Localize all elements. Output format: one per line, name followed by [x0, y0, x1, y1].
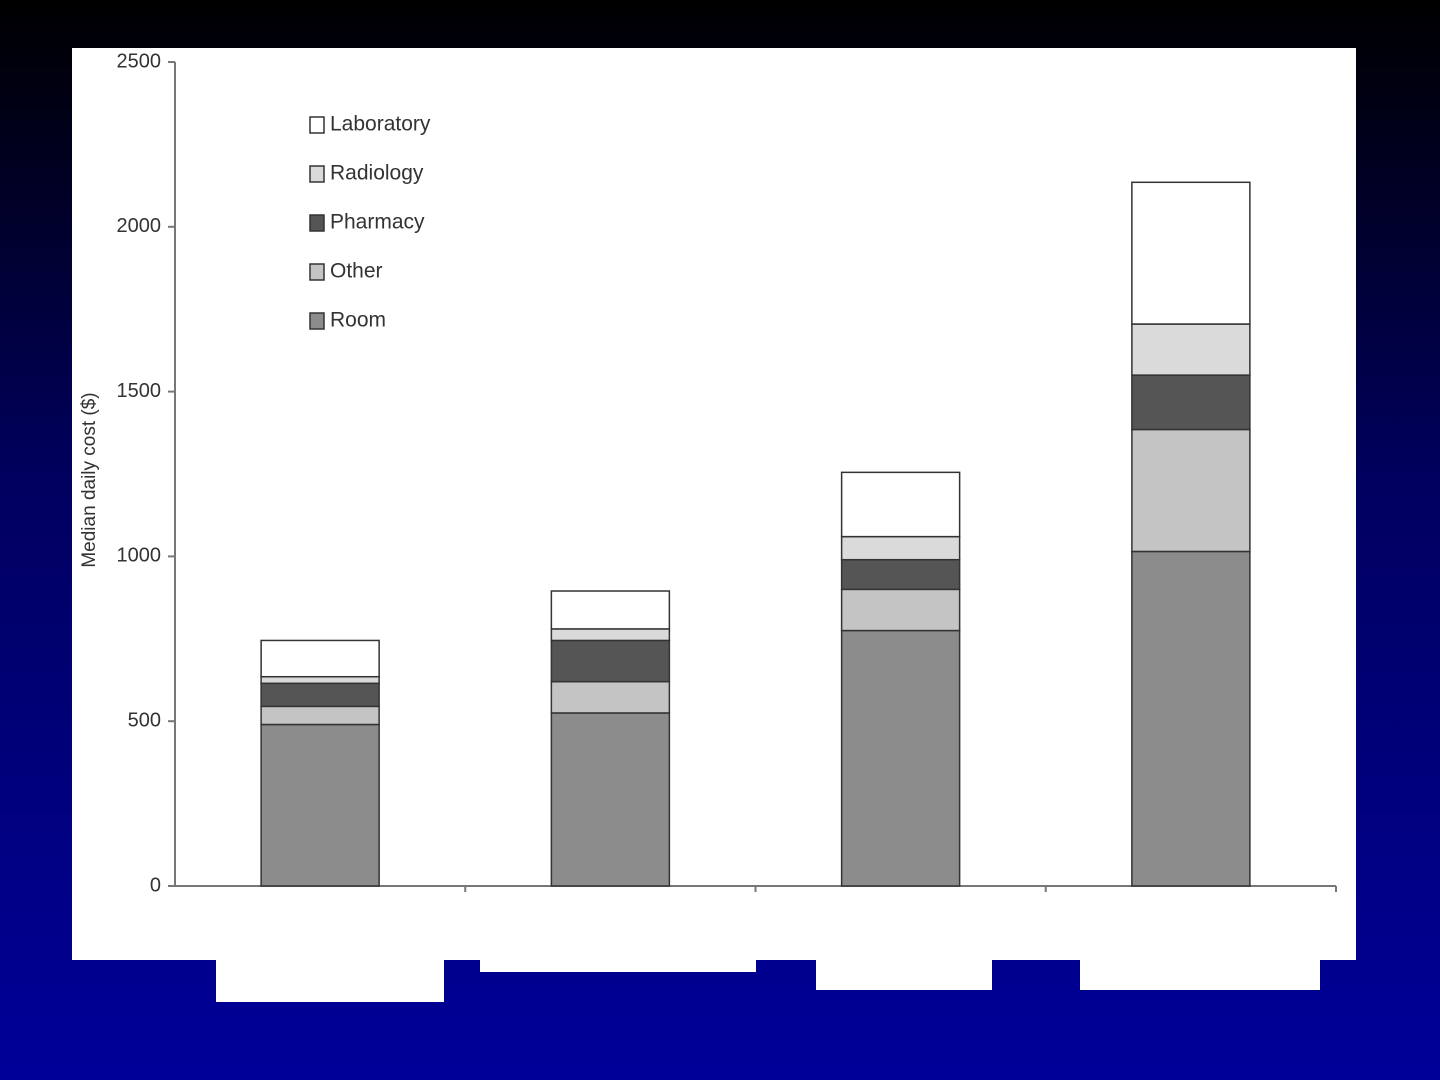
legend-label: Room [330, 309, 386, 332]
bar-segment [260, 723, 380, 887]
bar-segment [840, 588, 961, 632]
y-tick-label: 0 [150, 874, 161, 896]
bar-segment [1131, 428, 1251, 553]
y-tick-label: 500 [128, 709, 161, 731]
legend-swatch [309, 165, 325, 183]
bar-segment [550, 590, 671, 630]
bar-segment [1131, 181, 1251, 325]
legend-swatch [309, 116, 325, 134]
bar-segment [840, 471, 961, 538]
bar-segment [260, 682, 380, 708]
label-cover [216, 958, 444, 1002]
bar-segment [550, 712, 671, 887]
bar-segment [550, 680, 671, 714]
bar-segment [260, 639, 380, 678]
y-axis-label: Median daily cost ($) [79, 392, 100, 567]
y-tick-label: 1500 [117, 380, 162, 402]
legend-label: Laboratory [330, 113, 431, 136]
bar-segment [1131, 323, 1251, 376]
legend-swatch [309, 312, 325, 330]
bar-segment [550, 639, 671, 683]
legend-label: Other [330, 260, 383, 283]
bar-segment [840, 535, 961, 561]
y-tick-label: 2500 [117, 50, 162, 72]
label-cover [816, 958, 992, 990]
legend-swatch [309, 263, 325, 281]
label-cover [1080, 958, 1320, 990]
bar-segment [840, 558, 961, 591]
plot-area: 0 500 1000 1500 2000 2500 Laboratory Radiology P… [117, 50, 1337, 896]
bar-segment [1131, 374, 1251, 431]
legend-label: Pharmacy [330, 211, 425, 234]
bar-segment [840, 629, 961, 887]
bar-segment [260, 675, 380, 685]
legend-swatch [309, 214, 325, 232]
bar-segment [1131, 550, 1251, 887]
label-cover [480, 958, 756, 972]
bar-segment [550, 628, 671, 642]
y-tick-label: 1000 [117, 545, 162, 567]
legend-label: Radiology [330, 162, 424, 185]
bar-segment [260, 705, 380, 726]
y-tick-label: 2000 [117, 215, 162, 237]
